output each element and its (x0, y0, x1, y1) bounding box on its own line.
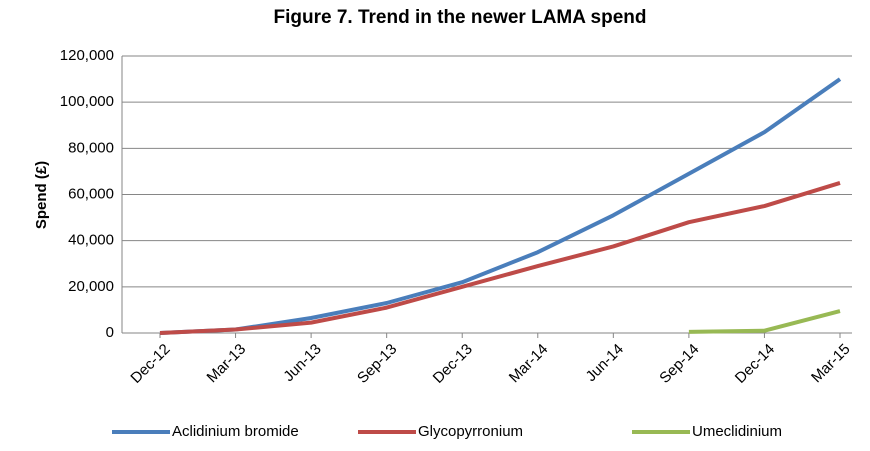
y-tick-label: 40,000 (68, 232, 114, 249)
chart-title: Figure 7. Trend in the newer LAMA spend (273, 7, 646, 28)
x-tick-label: Sep-13 (354, 341, 400, 387)
legend-label: Umeclidinium (692, 423, 782, 440)
x-tick-label: Jun-13 (280, 341, 324, 385)
x-tick-label: Dec-14 (732, 341, 778, 387)
legend-label: Glycopyrronium (418, 423, 523, 440)
y-tick-label: 20,000 (68, 278, 114, 295)
series-line (159, 181, 841, 335)
legend-label: Aclidinium bromide (172, 423, 299, 440)
x-tick-label: Sep-14 (656, 341, 702, 387)
y-tick-label: 80,000 (68, 139, 114, 156)
x-tick-label: Mar-13 (204, 341, 250, 387)
y-axis-label: Spend (£) (33, 161, 50, 229)
x-tick-label: Mar-14 (506, 341, 552, 387)
x-tick-label: Dec-13 (430, 341, 476, 387)
x-tick-label: Dec-12 (127, 341, 173, 387)
y-tick-label: 120,000 (60, 47, 114, 64)
y-tick-label: 0 (106, 324, 114, 341)
series-line (688, 309, 841, 334)
y-tick-label: 60,000 (68, 185, 114, 202)
y-tick-label: 100,000 (60, 93, 114, 110)
x-tick-label: Jun-14 (583, 341, 627, 385)
x-tick-label: Mar-15 (808, 341, 854, 387)
series-line (159, 77, 842, 335)
